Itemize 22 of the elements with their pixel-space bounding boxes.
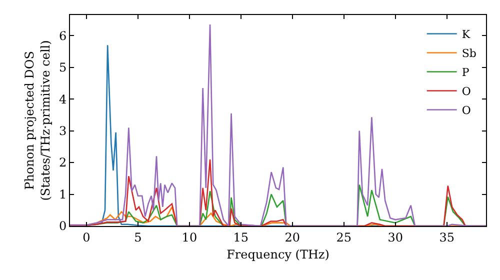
y-tick-label: 1: [58, 187, 67, 202]
legend-label: O: [462, 104, 471, 118]
y-tick-label: 4: [58, 92, 67, 106]
x-tick-label: 5: [134, 230, 142, 244]
y-tick-label: 2: [58, 156, 67, 170]
y-axis-title: Phonon projected DOS (States/THz·primitive cell): [22, 40, 52, 201]
y-tick-label: 5: [58, 60, 67, 75]
y-tick-label: 3: [58, 124, 67, 138]
legend-label: Sb: [462, 47, 476, 60]
x-tick-label: 15: [233, 230, 249, 244]
y-tick-label: 6: [58, 28, 67, 43]
legend-label: K: [462, 28, 471, 42]
x-tick-label: 30: [388, 230, 404, 244]
x-tick-label: 0: [82, 230, 90, 244]
x-tick-label: 25: [336, 230, 352, 244]
legend-label: O: [462, 85, 471, 98]
x-tick-label: 10: [182, 230, 198, 244]
legend-label: P: [462, 66, 470, 80]
x-tick-label: 20: [284, 230, 300, 244]
x-axis-title: Frequency (THz): [226, 247, 330, 262]
x-tick-label: 35: [439, 230, 455, 244]
y-tick-label: 0: [58, 219, 67, 234]
